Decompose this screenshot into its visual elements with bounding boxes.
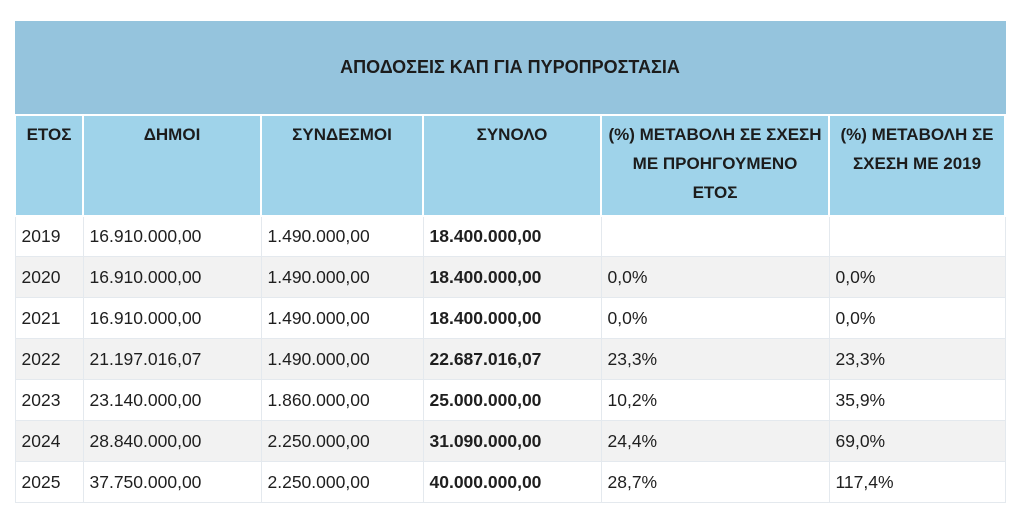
cell-associations: 1.490.000,00 [260, 256, 424, 298]
cell-total: 31.090.000,00 [422, 420, 602, 462]
cell-total: 40.000.000,00 [422, 461, 602, 503]
cell-year: 2020 [14, 256, 84, 298]
cell-associations: 1.490.000,00 [260, 297, 424, 339]
table-row: 2025 37.750.000,00 2.250.000,00 40.000.0… [14, 461, 1006, 503]
cell-change-2019: 0,0% [828, 256, 1006, 298]
cell-associations: 2.250.000,00 [260, 420, 424, 462]
cell-change-2019: 23,3% [828, 338, 1006, 380]
cell-year: 2025 [14, 461, 84, 503]
cell-change-prev: 24,4% [600, 420, 830, 462]
cell-change-prev: 28,7% [600, 461, 830, 503]
cell-municipalities: 16.910.000,00 [82, 256, 262, 298]
cell-municipalities: 21.197.016,07 [82, 338, 262, 380]
cell-year: 2021 [14, 297, 84, 339]
cell-change-2019: 35,9% [828, 379, 1006, 421]
cell-total: 18.400.000,00 [422, 215, 602, 257]
table-row: 2022 21.197.016,07 1.490.000,00 22.687.0… [14, 338, 1006, 380]
table-title-row: ΑΠΟΔΟΣΕΙΣ ΚΑΠ ΓΙΑ ΠΥΡΟΠΡΟΣΤΑΣΙΑ [14, 21, 1006, 115]
header-change-prev-year: (%) ΜΕΤΑΒΟΛΗ ΣΕ ΣΧΕΣΗ ΜΕ ΠΡΟΗΓΟΥΜΕΝΟ ΕΤΟ… [600, 113, 830, 217]
funding-table-container: ΑΠΟΔΟΣΕΙΣ ΚΑΠ ΓΙΑ ΠΥΡΟΠΡΟΣΤΑΣΙΑ ΕΤΟΣ ΔΗΜ… [14, 21, 1007, 503]
header-change-vs-2019: (%) ΜΕΤΑΒΟΛΗ ΣΕ ΣΧΕΣΗ ΜΕ 2019 [827, 113, 1007, 217]
cell-change-prev: 0,0% [600, 297, 830, 339]
header-municipalities: ΔΗΜΟΙ [82, 113, 262, 217]
cell-change-2019: 117,4% [828, 461, 1006, 503]
cell-total: 18.400.000,00 [422, 297, 602, 339]
header-total: ΣΥΝΟΛΟ [422, 113, 602, 217]
cell-total: 25.000.000,00 [422, 379, 602, 421]
table-row: 2023 23.140.000,00 1.860.000,00 25.000.0… [14, 379, 1006, 421]
cell-change-prev: 23,3% [600, 338, 830, 380]
cell-year: 2022 [14, 338, 84, 380]
cell-municipalities: 16.910.000,00 [82, 297, 262, 339]
fire-protection-funding-table: ΑΠΟΔΟΣΕΙΣ ΚΑΠ ΓΙΑ ΠΥΡΟΠΡΟΣΤΑΣΙΑ ΕΤΟΣ ΔΗΜ… [14, 21, 1007, 503]
header-associations: ΣΥΝΔΕΣΜΟΙ [260, 113, 424, 217]
cell-change-2019: 69,0% [828, 420, 1006, 462]
cell-change-2019 [828, 215, 1006, 257]
cell-total: 18.400.000,00 [422, 256, 602, 298]
table-row: 2024 28.840.000,00 2.250.000,00 31.090.0… [14, 420, 1006, 462]
cell-municipalities: 16.910.000,00 [82, 215, 262, 257]
table-header-row: ΕΤΟΣ ΔΗΜΟΙ ΣΥΝΔΕΣΜΟΙ ΣΥΝΟΛΟ (%) ΜΕΤΑΒΟΛΗ… [14, 113, 1007, 217]
cell-change-prev: 10,2% [600, 379, 830, 421]
table-title: ΑΠΟΔΟΣΕΙΣ ΚΑΠ ΓΙΑ ΠΥΡΟΠΡΟΣΤΑΣΙΑ [14, 21, 1006, 115]
cell-associations: 2.250.000,00 [260, 461, 424, 503]
cell-change-prev [600, 215, 830, 257]
cell-year: 2024 [14, 420, 84, 462]
cell-municipalities: 28.840.000,00 [82, 420, 262, 462]
header-year: ΕΤΟΣ [14, 113, 84, 217]
cell-total: 22.687.016,07 [422, 338, 602, 380]
table-row: 2020 16.910.000,00 1.490.000,00 18.400.0… [14, 256, 1006, 298]
cell-associations: 1.860.000,00 [260, 379, 424, 421]
cell-change-prev: 0,0% [600, 256, 830, 298]
cell-municipalities: 37.750.000,00 [82, 461, 262, 503]
table-row: 2019 16.910.000,00 1.490.000,00 18.400.0… [14, 215, 1006, 257]
cell-year: 2023 [14, 379, 84, 421]
cell-associations: 1.490.000,00 [260, 338, 424, 380]
cell-year: 2019 [14, 215, 84, 257]
cell-associations: 1.490.000,00 [260, 215, 424, 257]
cell-municipalities: 23.140.000,00 [82, 379, 262, 421]
cell-change-2019: 0,0% [828, 297, 1006, 339]
table-row: 2021 16.910.000,00 1.490.000,00 18.400.0… [14, 297, 1006, 339]
